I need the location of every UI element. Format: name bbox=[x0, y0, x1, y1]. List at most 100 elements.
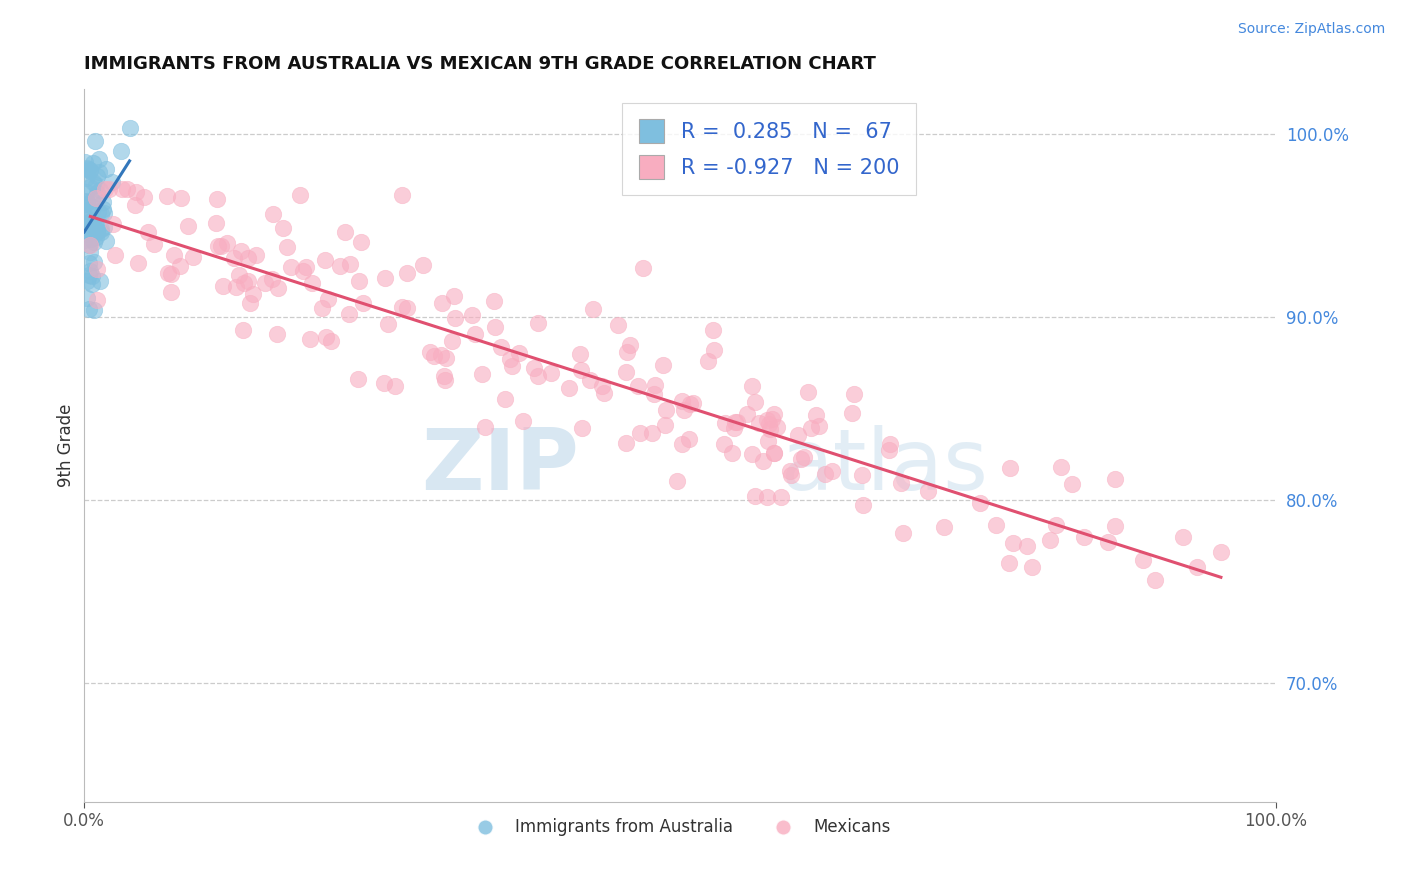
Point bbox=[75, 171, 97, 186]
Point bbox=[1002, 536, 1025, 550]
Point bbox=[89, 274, 111, 288]
Point bbox=[766, 420, 789, 434]
Point bbox=[821, 464, 844, 478]
Point bbox=[523, 361, 546, 376]
Point bbox=[606, 318, 628, 332]
Point bbox=[125, 186, 148, 200]
Point bbox=[79, 180, 101, 194]
Point bbox=[79, 214, 101, 228]
Point bbox=[212, 279, 235, 293]
Point bbox=[242, 286, 264, 301]
Point bbox=[156, 189, 179, 203]
Point bbox=[984, 518, 1007, 533]
Text: atlas: atlas bbox=[782, 425, 990, 508]
Point bbox=[1073, 529, 1095, 543]
Point bbox=[1060, 477, 1083, 491]
Point bbox=[412, 258, 434, 272]
Point bbox=[741, 378, 763, 392]
Point bbox=[76, 291, 98, 305]
Point bbox=[1132, 552, 1154, 566]
Point bbox=[721, 446, 744, 460]
Point bbox=[82, 175, 104, 189]
Point bbox=[76, 195, 98, 210]
Point bbox=[616, 344, 638, 359]
Point bbox=[94, 235, 117, 249]
Point bbox=[682, 395, 704, 409]
Point bbox=[73, 233, 96, 247]
Point bbox=[443, 288, 465, 302]
Point bbox=[163, 248, 186, 262]
Point bbox=[267, 281, 290, 295]
Point bbox=[94, 161, 117, 176]
Point bbox=[350, 235, 373, 250]
Point bbox=[631, 261, 654, 276]
Point bbox=[82, 277, 104, 291]
Point bbox=[841, 406, 863, 420]
Point bbox=[807, 419, 830, 434]
Text: IMMIGRANTS FROM AUSTRALIA VS MEXICAN 9TH GRADE CORRELATION CHART: IMMIGRANTS FROM AUSTRALIA VS MEXICAN 9TH… bbox=[83, 55, 876, 73]
Point bbox=[347, 372, 370, 386]
Point bbox=[484, 320, 506, 334]
Point bbox=[83, 303, 105, 318]
Point bbox=[207, 238, 229, 252]
Point bbox=[377, 317, 399, 331]
Point bbox=[236, 251, 259, 265]
Point bbox=[725, 415, 748, 429]
Y-axis label: 9th Grade: 9th Grade bbox=[58, 403, 75, 487]
Point bbox=[73, 197, 96, 211]
Point bbox=[87, 153, 110, 167]
Point bbox=[82, 218, 104, 232]
Point bbox=[391, 300, 413, 314]
Point bbox=[299, 332, 322, 346]
Point bbox=[461, 308, 484, 322]
Point bbox=[571, 420, 593, 434]
Point bbox=[271, 221, 294, 235]
Point bbox=[998, 460, 1021, 475]
Point bbox=[1187, 559, 1209, 574]
Point bbox=[614, 365, 637, 379]
Point bbox=[205, 192, 228, 206]
Point bbox=[266, 326, 288, 341]
Point bbox=[396, 265, 419, 279]
Point bbox=[852, 498, 875, 512]
Point bbox=[814, 467, 837, 481]
Point bbox=[761, 411, 783, 425]
Point bbox=[93, 206, 115, 220]
Point bbox=[101, 175, 124, 189]
Point bbox=[262, 207, 284, 221]
Point bbox=[851, 468, 873, 483]
Point bbox=[93, 220, 115, 235]
Point bbox=[756, 413, 779, 427]
Point bbox=[77, 162, 100, 177]
Point bbox=[1039, 533, 1062, 547]
Point bbox=[90, 225, 112, 239]
Point bbox=[181, 250, 204, 264]
Point bbox=[77, 255, 100, 269]
Point bbox=[713, 437, 735, 451]
Point bbox=[104, 248, 127, 262]
Point bbox=[527, 368, 550, 383]
Point bbox=[433, 369, 456, 384]
Point bbox=[295, 260, 318, 274]
Point bbox=[891, 526, 914, 541]
Point bbox=[512, 413, 534, 427]
Point bbox=[714, 416, 737, 430]
Point bbox=[73, 227, 96, 242]
Point bbox=[614, 435, 637, 450]
Point bbox=[741, 447, 763, 461]
Point bbox=[654, 417, 676, 432]
Point bbox=[90, 207, 112, 221]
Point bbox=[94, 182, 117, 196]
Point bbox=[339, 257, 361, 271]
Point bbox=[90, 222, 112, 236]
Point bbox=[934, 520, 956, 534]
Point bbox=[329, 260, 352, 274]
Point bbox=[434, 351, 457, 366]
Point bbox=[494, 392, 516, 407]
Point bbox=[224, 251, 246, 265]
Point bbox=[82, 155, 104, 169]
Point bbox=[419, 345, 441, 359]
Point bbox=[471, 367, 494, 381]
Point bbox=[73, 225, 96, 239]
Point bbox=[890, 475, 912, 490]
